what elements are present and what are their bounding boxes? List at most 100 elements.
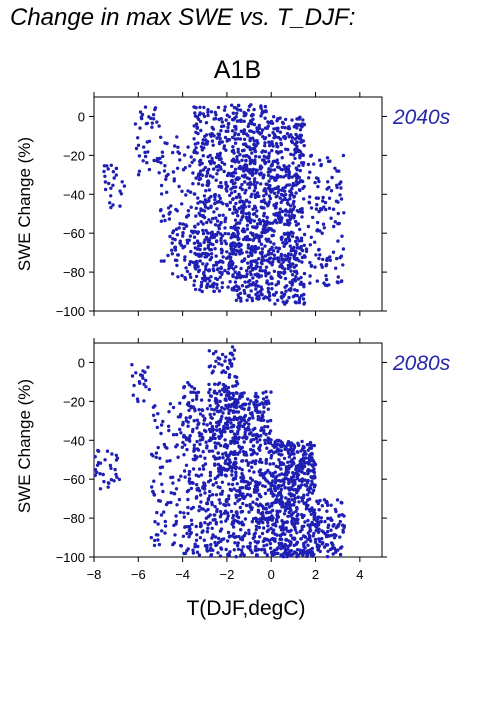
scatter-point (252, 433, 257, 437)
scatter-point (194, 260, 198, 264)
scatter-point (214, 239, 219, 244)
scatter-point (278, 492, 282, 496)
scatter-point (288, 507, 292, 511)
scatter-point (175, 263, 179, 268)
scatter-point (231, 111, 235, 115)
scatter-point (215, 136, 219, 140)
scatter-point (305, 484, 309, 488)
scatter-point (213, 382, 217, 386)
scatter-point (199, 398, 204, 402)
scatter-point (217, 117, 221, 122)
scatter-point (278, 196, 282, 200)
scatter-point (306, 523, 310, 527)
scatter-point (188, 260, 193, 264)
scatter-point (233, 417, 237, 421)
scatter-point (278, 502, 283, 506)
scatter-point (248, 283, 252, 287)
scatter-point (216, 403, 220, 408)
scatter-point (145, 140, 149, 144)
scatter-point (231, 452, 236, 456)
scatter-point (165, 141, 169, 146)
scatter-point (202, 481, 206, 485)
scatter-point (244, 274, 248, 279)
scatter-point (230, 473, 234, 477)
scatter-point (238, 221, 242, 225)
scatter-point (232, 432, 237, 436)
scatter-point (183, 258, 187, 262)
scatter-point (302, 541, 306, 546)
scatter-point (300, 499, 305, 503)
scatter-point (196, 131, 200, 136)
scatter-point (216, 382, 220, 387)
scatter-point (261, 397, 266, 401)
scatter-point (295, 174, 300, 178)
scatter-point (195, 455, 199, 459)
scatter-point (286, 254, 290, 258)
scatter-point (248, 502, 252, 507)
scatter-point (198, 454, 203, 458)
scatter-point (271, 471, 275, 476)
scatter-point (270, 148, 274, 153)
scatter-point (239, 420, 243, 424)
scatter-point (259, 104, 263, 108)
scatter-point (273, 484, 277, 488)
scatter-point (229, 351, 234, 355)
scatter-point (109, 466, 113, 470)
scatter-point (331, 552, 335, 556)
scatter-point (276, 151, 280, 155)
scatter-point (246, 108, 251, 112)
scatter-point (219, 157, 223, 161)
scatter-point (221, 456, 225, 460)
scatter-point (281, 502, 285, 506)
scatter-point (109, 478, 114, 482)
scatter-point (201, 484, 205, 489)
scatter-point (243, 180, 247, 184)
scatter-point (158, 472, 162, 476)
scatter-point (248, 270, 252, 274)
scatter-point (195, 495, 199, 499)
scatter-point (141, 376, 145, 380)
scatter-point (214, 446, 218, 450)
scatter-point (291, 471, 295, 475)
scatter-point (117, 477, 122, 482)
scatter-point (253, 184, 257, 188)
scatter-point (292, 456, 296, 460)
scatter-point (224, 398, 228, 402)
scatter-point (298, 188, 302, 193)
scatter-point (266, 524, 270, 528)
scatter-point (189, 155, 193, 159)
scatter-point (226, 514, 230, 518)
scatter-point (216, 551, 220, 555)
scatter-point (293, 156, 297, 161)
scatter-point (200, 507, 204, 511)
scatter-point (299, 140, 304, 144)
x-tick-label: −8 (87, 567, 102, 582)
scatter-point (286, 266, 290, 271)
scatter-point (196, 141, 200, 145)
scatter-point (205, 543, 209, 548)
scatter-point (247, 204, 251, 208)
scatter-point (269, 390, 273, 394)
scatter-point (315, 499, 319, 503)
scatter-point (183, 475, 187, 479)
scatter-point (194, 397, 199, 401)
scatter-point (253, 225, 257, 229)
scatter-point (261, 415, 265, 419)
scatter-point (262, 428, 266, 433)
scatter-point (249, 453, 254, 457)
scatter-point (206, 526, 210, 530)
scatter-point (250, 478, 255, 482)
scatter-point (265, 216, 269, 220)
scatter-point (340, 545, 344, 549)
scatter-point (246, 261, 250, 265)
scatter-point (207, 398, 211, 402)
scatter-point (214, 520, 218, 525)
scatter-point (214, 113, 218, 117)
panel-label-2040s: 2040s (393, 106, 451, 129)
scatter-point (200, 148, 204, 152)
scatter-point (212, 235, 217, 239)
scatter-point (280, 291, 284, 295)
scatter-point (341, 153, 346, 158)
x-tick-label: −2 (220, 567, 235, 582)
scatter-point (302, 232, 307, 237)
